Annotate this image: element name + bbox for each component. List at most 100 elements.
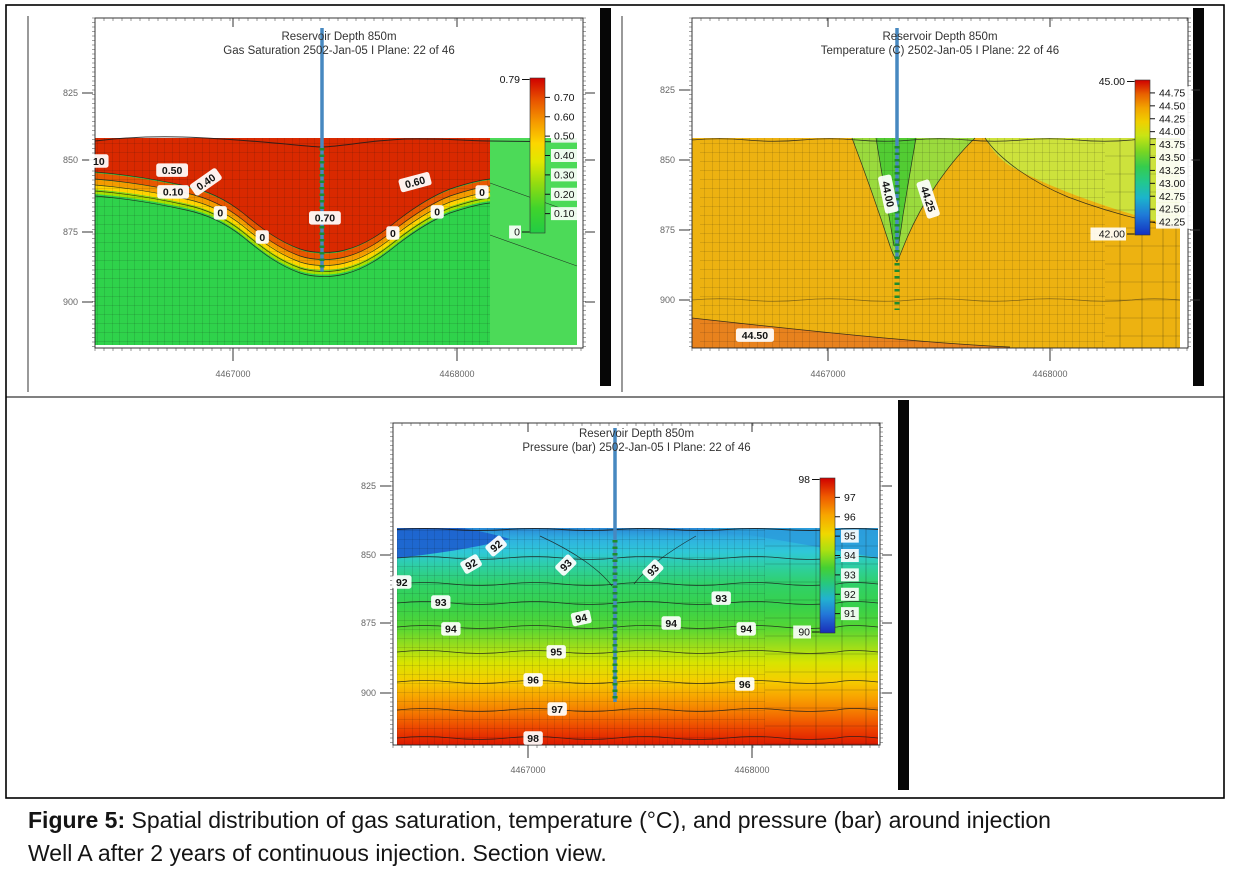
contour-label: 44.00 — [878, 174, 899, 214]
svg-text:93: 93 — [715, 593, 727, 605]
colorbar-limit-label: 45.00 — [1099, 76, 1125, 88]
svg-text:94: 94 — [574, 612, 588, 626]
y-axis-label: 850 — [361, 550, 376, 560]
y-axis-label: 900 — [660, 295, 675, 305]
contour-label: 97 — [547, 702, 567, 716]
divider-bar-top-right — [1193, 8, 1204, 386]
svg-text:0: 0 — [259, 232, 265, 244]
colorbar-tick-label: 92 — [844, 589, 856, 601]
colorbar: 0.79 0 0.70 0.60 0.50 0.40 0.30 0.20 0.10 — [491, 73, 581, 239]
panel-title-line1: Reservoir Depth 850m — [882, 31, 997, 43]
colorbar-tick-label: 43.50 — [1159, 152, 1185, 164]
colorbar-tick-label: 97 — [844, 492, 856, 504]
svg-text:92: 92 — [463, 557, 479, 573]
colorbar-tick-label: 0.40 — [554, 150, 575, 162]
contour-label: 93 — [642, 559, 664, 581]
y-axis-label: 825 — [361, 481, 376, 491]
svg-text:92: 92 — [396, 577, 408, 589]
contour-label: 92 — [460, 554, 482, 574]
y-axis-label: 900 — [361, 688, 376, 698]
y-axis-label: 850 — [63, 155, 78, 165]
contour-label: 0 — [213, 206, 227, 220]
svg-text:10: 10 — [93, 156, 105, 168]
colorbar-tick-label: 0.70 — [554, 92, 575, 104]
y-axis-label: 825 — [660, 85, 675, 95]
figure-caption: Figure 5: Spatial distribution of gas sa… — [28, 804, 1220, 870]
panel-title-line2: Pressure (bar) 2502-Jan-05 I Plane: 22 o… — [522, 442, 750, 454]
panel-title-line1: Reservoir Depth 850m — [579, 428, 694, 440]
svg-text:98: 98 — [527, 733, 539, 745]
x-axis-label: 4467000 — [810, 369, 845, 379]
contour-label: 96 — [735, 677, 755, 691]
contour-label: 0.50 — [156, 163, 189, 177]
contour-label: 93 — [555, 554, 577, 576]
svg-text:0: 0 — [390, 228, 396, 240]
colorbar-tick-label: 95 — [844, 531, 856, 543]
x-axis-label: 4467000 — [215, 369, 250, 379]
colorbar-tick-label: 93 — [844, 569, 856, 581]
colorbar-tick-label: 42.75 — [1159, 191, 1185, 203]
svg-text:96: 96 — [739, 679, 751, 691]
divider-bar-top-left — [600, 8, 611, 386]
svg-text:94: 94 — [445, 624, 457, 636]
svg-text:94: 94 — [740, 624, 752, 636]
x-axis-label: 4468000 — [1032, 369, 1067, 379]
colorbar-tick-label: 0.20 — [554, 189, 575, 201]
svg-text:44.00: 44.00 — [879, 180, 896, 208]
x-axis-label: 4468000 — [439, 369, 474, 379]
contour-label: 98 — [523, 731, 543, 745]
plot-frame — [94, 17, 584, 349]
svg-text:0.50: 0.50 — [162, 165, 183, 177]
colorbar-limit-label: 0 — [514, 227, 520, 239]
contour-label: 92 — [485, 535, 507, 557]
y-axis-label: 825 — [63, 88, 78, 98]
colorbar-tick-label: 0.30 — [554, 169, 575, 181]
figure-caption-line1: Spatial distribution of gas saturation, … — [131, 807, 1051, 833]
panel-title-line1: Reservoir Depth 850m — [281, 31, 396, 43]
major-ticks — [679, 18, 1200, 361]
colorbar-tick-label: 44.50 — [1159, 100, 1185, 112]
y-axis-label: 875 — [660, 225, 675, 235]
colorbar-tick-label: 43.75 — [1159, 139, 1185, 151]
panel-title-line2: Gas Saturation 2502-Jan-05 I Plane: 22 o… — [223, 45, 454, 57]
contour-label: 93 — [711, 591, 731, 605]
contour-label: 0 — [475, 185, 489, 199]
y-axis-label: 875 — [361, 618, 376, 628]
x-axis-label: 4468000 — [734, 765, 769, 775]
major-ticks — [82, 18, 595, 361]
contour-label: 0.60 — [398, 172, 432, 193]
colorbar-tick-label: 91 — [844, 608, 856, 620]
figure-caption-line2: Well A after 2 years of continuous injec… — [28, 840, 607, 866]
colorbar-limit-label: 0.79 — [500, 74, 521, 86]
colorbar-tick-label: 43.00 — [1159, 178, 1185, 190]
colorbar-limit-label: 98 — [798, 474, 810, 486]
panel-pressure: 825 850 875 900 4467000 4468000 92 92 92 93 93 93 93… — [361, 422, 892, 775]
colorbar-tick-label: 43.25 — [1159, 165, 1185, 177]
contour-label: 0 — [386, 226, 400, 240]
colorbar-tick-label: 42.25 — [1159, 217, 1185, 229]
contour-label: 94 — [661, 616, 681, 630]
svg-text:0.10: 0.10 — [163, 187, 184, 199]
colorbar-tick-label: 42.50 — [1159, 204, 1185, 216]
contour-label: 0 — [255, 230, 269, 244]
panel-gas-saturation: 825 850 875 900 4467000 4468000 10 0.50 0.40 0.10… — [63, 17, 595, 379]
colorbar-limit-label: 90 — [798, 627, 810, 639]
colorbar-tick-label: 44.00 — [1159, 126, 1185, 138]
contour-label: 0.70 — [309, 211, 341, 225]
colorbar-tick-label: 0.60 — [554, 111, 575, 123]
svg-text:96: 96 — [527, 675, 539, 687]
contour-label: 0 — [430, 205, 444, 219]
panel-title-line2: Temperature (C) 2502-Jan-05 I Plane: 22 … — [821, 45, 1059, 57]
contour-label: 96 — [523, 673, 543, 687]
colorbar-strip — [819, 477, 836, 634]
colorbar-tick-label: 0.50 — [554, 131, 575, 143]
svg-text:94: 94 — [665, 618, 677, 630]
colorbar-tick-label: 0.10 — [554, 208, 575, 220]
contour-label: 94 — [441, 622, 461, 636]
divider-bar-bottom — [898, 400, 909, 790]
svg-text:0: 0 — [479, 187, 485, 199]
minor-ticks — [390, 422, 883, 748]
colorbar: 98 90 97 96 95 94 93 92 91 — [793, 473, 859, 639]
